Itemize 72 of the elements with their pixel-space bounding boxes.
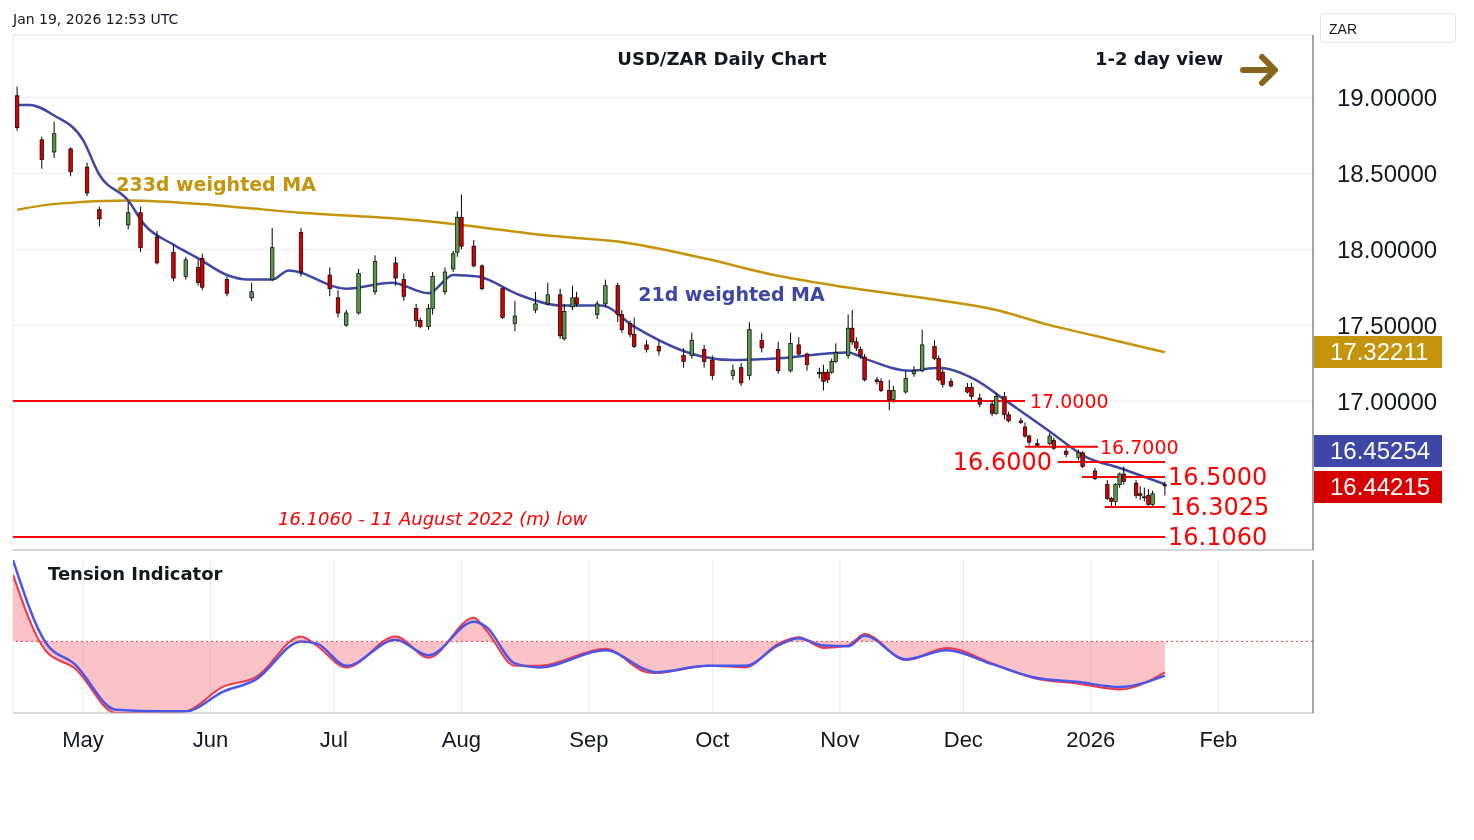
text: 17.32211: [1314, 336, 1442, 368]
y-tick-label: 17.00000: [1337, 387, 1438, 415]
candlestick: [689, 332, 694, 360]
candlestick: [68, 146, 73, 177]
candlestick: [126, 201, 131, 230]
ref-line-label: 16.7000: [1100, 435, 1179, 458]
candlestick: [196, 259, 201, 287]
candlestick: [796, 336, 801, 357]
candlestick: [632, 317, 637, 349]
candlestick: [821, 364, 826, 391]
candlestick: [479, 263, 485, 291]
candlestick: [759, 332, 764, 354]
candlestick: [1121, 465, 1126, 486]
annotation: 16.1060 - 11 August 2022 (m) low: [277, 507, 588, 529]
x-tick-label: Dec: [943, 726, 983, 752]
x-tick-label: May: [62, 726, 104, 752]
ref-line-label: 16.1060: [1168, 522, 1268, 551]
candlestick: [183, 256, 188, 281]
ref-line-label: 16.6000: [952, 447, 1052, 476]
candlestick: [39, 136, 44, 170]
candlestick: [570, 285, 575, 311]
candlestick: [327, 266, 332, 297]
y-tick-label: 18.50000: [1337, 159, 1438, 187]
text: USD/ZAR Daily Chart: [617, 48, 827, 69]
y-tick-label: 17.50000: [1337, 311, 1438, 339]
candlestick: [656, 339, 661, 357]
text: 16.45254: [1314, 435, 1442, 467]
candlestick: [1002, 391, 1007, 420]
x-tick-label: Jun: [192, 726, 229, 752]
x-tick-label: Nov: [820, 726, 860, 752]
candlestick: [911, 365, 917, 378]
ref-line-label: 17.0000: [1030, 390, 1109, 413]
annotation: 1-2 day view: [1095, 48, 1224, 69]
candlestick: [994, 393, 999, 416]
candlestick: [533, 291, 538, 314]
candlestick: [1162, 481, 1167, 496]
candlestick: [512, 300, 517, 332]
candlestick: [681, 347, 686, 369]
candlestick: [401, 273, 406, 302]
candlestick: [603, 279, 608, 308]
ref-line-label: 16.5000: [1168, 463, 1268, 492]
candlestick: [224, 276, 230, 297]
y-axis-title: ZAR: [1320, 13, 1456, 43]
candlestick: [702, 344, 707, 369]
line-series: [15, 199, 1167, 354]
candlestick: [739, 362, 744, 387]
x-tick-label: Sep: [569, 726, 609, 752]
text: 16.44215: [1314, 471, 1442, 503]
candlestick: [52, 121, 57, 159]
y-tick-label: 19.00000: [1337, 83, 1438, 111]
candlestick: [97, 206, 102, 227]
candlestick: [335, 289, 341, 319]
candlestick: [442, 266, 448, 296]
ref-line-label: 16.3025: [1170, 493, 1270, 522]
series-label: 233d weighted MA: [116, 172, 317, 195]
x-tick-label: 2026: [1066, 726, 1116, 752]
y-tick-label: 18.00000: [1337, 235, 1438, 263]
candlestick: [471, 239, 476, 268]
candlestick: [595, 300, 600, 320]
x-tick-label: Aug: [441, 726, 481, 752]
candlestick: [393, 256, 398, 287]
candlestick: [249, 282, 254, 302]
candlestick: [730, 364, 736, 381]
x-tick-label: Oct: [695, 726, 730, 752]
candlestick: [710, 355, 715, 381]
text: Jan 19, 2026 12:53 UTC: [13, 11, 179, 27]
chart-title: Tension Indicator: [48, 563, 224, 584]
candlestick: [776, 341, 781, 375]
candlestick: [903, 370, 908, 395]
series-label: 21d weighted MA: [638, 282, 826, 305]
x-tick-label: Feb: [1199, 726, 1238, 752]
x-tick-label: Jul: [319, 726, 348, 752]
